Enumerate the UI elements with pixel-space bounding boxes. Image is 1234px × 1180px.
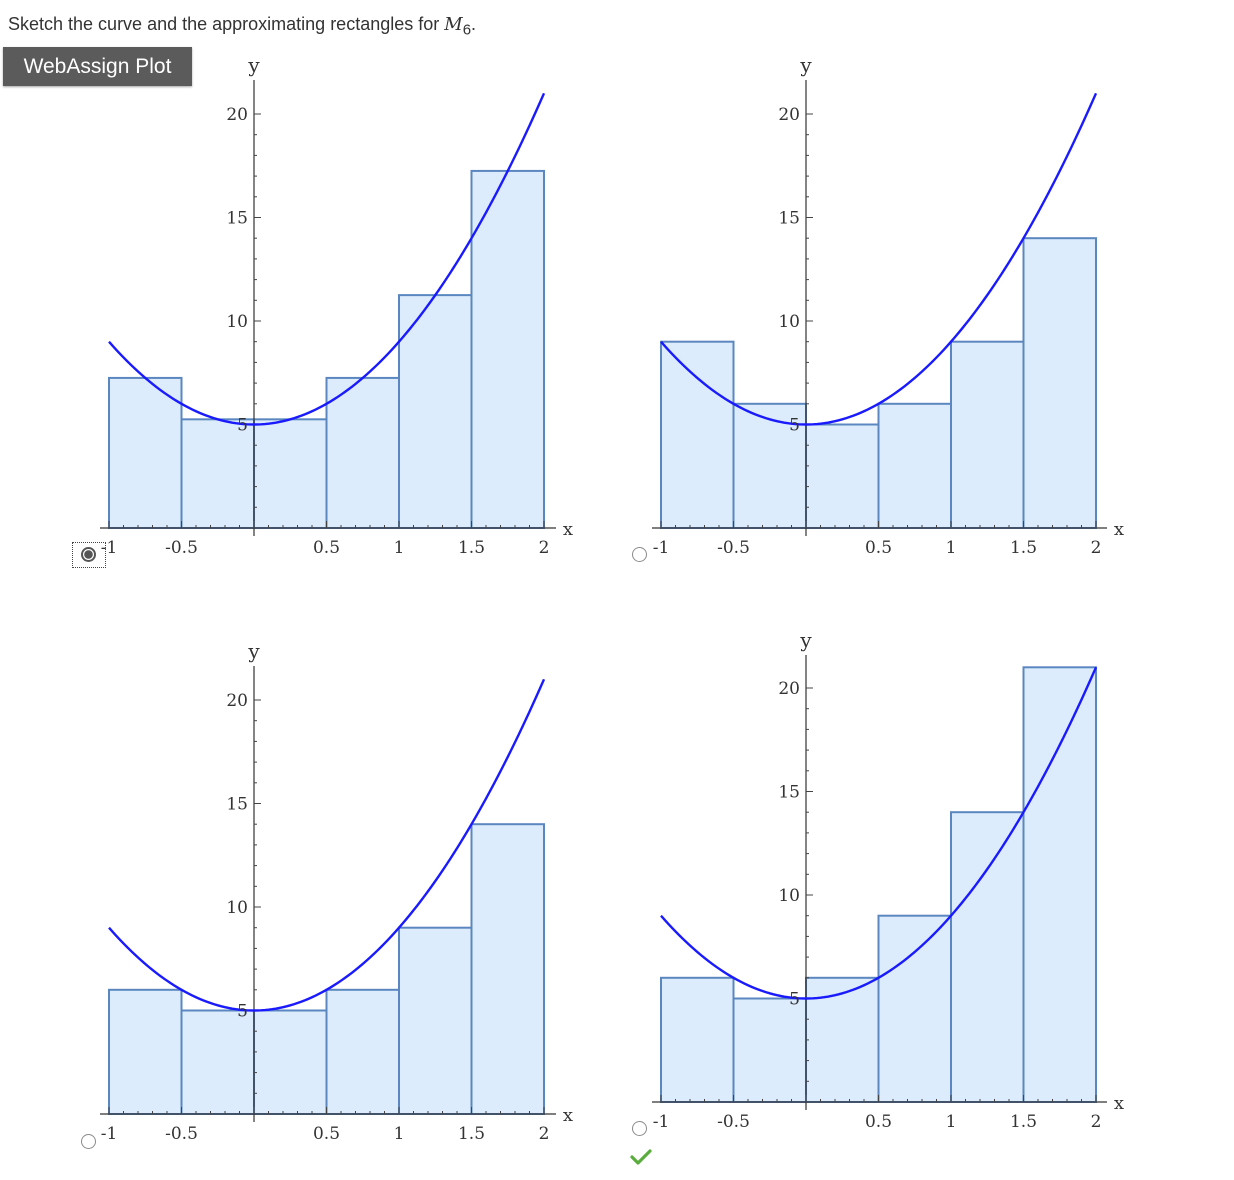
x-tick-label: 2 bbox=[539, 538, 550, 558]
x-tick-label: -1 bbox=[101, 538, 118, 558]
curve-line bbox=[660, 666, 1098, 1000]
chart-bar bbox=[805, 423, 880, 529]
y-tick-label: 15 bbox=[778, 209, 800, 229]
y-tick-label: 20 bbox=[226, 105, 248, 125]
y-tick-label: 15 bbox=[226, 209, 248, 229]
prompt-text: Sketch the curve and the approximating r… bbox=[8, 14, 445, 34]
option-b-radio[interactable] bbox=[632, 547, 647, 562]
chart-bar bbox=[180, 1009, 255, 1115]
webassign-plot-button[interactable]: WebAssign Plot bbox=[3, 47, 192, 86]
x-tick-label: 2 bbox=[539, 1124, 550, 1144]
chart-bar bbox=[108, 376, 183, 529]
chart-bar bbox=[180, 418, 255, 530]
x-tick-label: 0.5 bbox=[865, 538, 892, 558]
y-tick-label: 20 bbox=[778, 105, 800, 125]
x-tick-label: 1 bbox=[394, 1124, 405, 1144]
chart-bar bbox=[470, 169, 545, 530]
y-tick-label: 5 bbox=[789, 416, 800, 436]
y-tick-label: 20 bbox=[226, 691, 248, 711]
x-tick-label: 1 bbox=[946, 1112, 957, 1132]
y-axis-label: y bbox=[799, 628, 812, 652]
chart-bar bbox=[253, 1009, 328, 1115]
chart-bar bbox=[1022, 237, 1097, 529]
curve-line bbox=[108, 92, 546, 426]
question-prompt: Sketch the curve and the approximating r… bbox=[8, 14, 476, 39]
y-axis-label: y bbox=[247, 53, 260, 77]
x-tick-label: -1 bbox=[653, 1112, 670, 1132]
x-tick-label: 1 bbox=[946, 538, 957, 558]
x-tick-label: 1.5 bbox=[1010, 1112, 1037, 1132]
x-tick-label: 0.5 bbox=[313, 1124, 340, 1144]
x-tick-label: 1.5 bbox=[458, 1124, 485, 1144]
x-tick-label: -1 bbox=[653, 538, 670, 558]
prompt-symbol: M bbox=[444, 14, 463, 35]
radio-focus-ring bbox=[72, 542, 106, 568]
chart-bar bbox=[660, 976, 735, 1103]
chart-bar bbox=[805, 976, 880, 1103]
chart-bar bbox=[1022, 666, 1097, 1103]
x-tick-label: 0.5 bbox=[313, 538, 340, 558]
prompt-subscript: 6 bbox=[462, 21, 472, 39]
x-axis-label: x bbox=[1114, 519, 1124, 540]
x-tick-label: 0.5 bbox=[865, 1112, 892, 1132]
chart-bar bbox=[325, 376, 400, 529]
chart-bar bbox=[470, 823, 545, 1115]
option-a-radio[interactable] bbox=[81, 547, 96, 562]
option-d-radio[interactable] bbox=[632, 1121, 647, 1136]
x-tick-label: 2 bbox=[1091, 538, 1102, 558]
x-tick-label: 1.5 bbox=[458, 538, 485, 558]
option-c-radio[interactable] bbox=[81, 1134, 96, 1149]
correct-check-icon bbox=[630, 1149, 652, 1165]
y-tick-label: 10 bbox=[226, 312, 248, 332]
y-axis-label: y bbox=[247, 639, 260, 663]
x-tick-label: 1 bbox=[394, 538, 405, 558]
y-tick-label: 5 bbox=[237, 416, 248, 436]
y-tick-label: 5 bbox=[237, 1002, 248, 1022]
x-axis-label: x bbox=[563, 519, 573, 540]
y-tick-label: 10 bbox=[778, 312, 800, 332]
curve-line bbox=[660, 92, 1098, 426]
chart-bar bbox=[732, 997, 807, 1103]
x-tick-label: 2 bbox=[1091, 1112, 1102, 1132]
x-tick-label: -0.5 bbox=[165, 538, 198, 558]
y-tick-label: 5 bbox=[789, 990, 800, 1010]
chart-bar bbox=[398, 926, 473, 1116]
chart-bar bbox=[877, 402, 952, 529]
chart-bar bbox=[877, 914, 952, 1104]
x-tick-label: -0.5 bbox=[717, 1112, 750, 1132]
y-tick-label: 15 bbox=[226, 795, 248, 815]
x-axis-label: x bbox=[563, 1105, 573, 1126]
x-axis-label: x bbox=[1114, 1093, 1124, 1114]
curve-line bbox=[108, 678, 546, 1012]
y-tick-label: 10 bbox=[226, 898, 248, 918]
y-axis-label: y bbox=[799, 53, 812, 77]
chart-bar bbox=[108, 988, 183, 1115]
y-tick-label: 10 bbox=[778, 886, 800, 906]
chart-bar bbox=[660, 340, 735, 530]
y-tick-label: 15 bbox=[778, 783, 800, 803]
x-tick-label: -0.5 bbox=[165, 1124, 198, 1144]
webassign-plot-label: WebAssign Plot bbox=[23, 54, 172, 78]
y-tick-label: 20 bbox=[778, 679, 800, 699]
x-tick-label: -0.5 bbox=[717, 538, 750, 558]
chart-bar bbox=[950, 811, 1025, 1103]
x-tick-label: 1.5 bbox=[1010, 538, 1037, 558]
chart-bar bbox=[950, 340, 1025, 530]
chart-bar bbox=[253, 418, 328, 530]
prompt-end: . bbox=[471, 14, 477, 34]
x-tick-label: -1 bbox=[101, 1124, 118, 1144]
chart-bar bbox=[325, 988, 400, 1115]
